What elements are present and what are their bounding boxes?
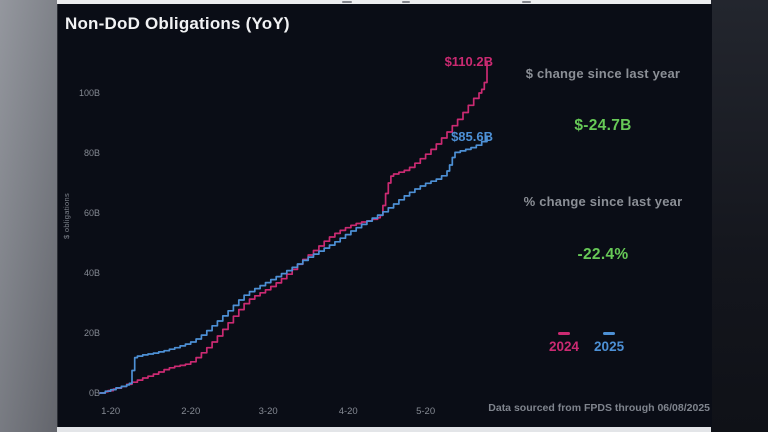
legend-label-2024: 2024 [549,339,580,354]
chart-title: Non-DoD Obligations (YoY) [65,14,290,33]
x-tick-label: 3-20 [258,406,278,417]
legend-swatch-2024 [558,332,571,335]
y-tick-label: 80B [83,148,100,158]
y-tick-label: 20B [83,328,100,338]
dollar-change-value: $-24.7B [574,117,632,134]
legend-item-2024[interactable]: 2024 [549,332,579,354]
percent-change-value: -22.4% [577,246,629,263]
end-value-label-2025: $85.6B [451,129,493,144]
photo-edge-top [57,0,711,4]
legend-swatch-2025 [603,332,616,335]
cropped-text-artifact [342,1,352,3]
legend-item-2025[interactable]: 2025 [594,332,624,354]
cropped-text-artifact [402,1,410,3]
legend-label-2025: 2025 [594,339,625,354]
percent-change-label: % change since last year [523,194,683,209]
chart-legend: 2024 2025 [549,332,624,354]
photo-edge-right [711,0,768,432]
x-tick-label: 4-20 [338,406,358,417]
y-tick-label: 40B [83,268,100,278]
y-tick-label: 0B [88,388,100,398]
photo-edge-bottom [57,427,711,432]
data-source-note: Data sourced from FPDS through 06/08/202… [488,402,710,414]
dollar-change-label: $ change since last year [525,66,681,81]
end-value-label-2024: $110.2B [444,54,493,69]
y-tick-label: 60B [83,208,100,218]
y-tick-label: 100B [78,88,100,98]
x-tick-label: 2-20 [181,406,201,417]
x-tick-label: 1-20 [101,406,121,417]
x-tick-label: 5-20 [416,406,436,417]
cropped-text-artifact [522,1,531,3]
photo-edge-left [0,0,57,432]
